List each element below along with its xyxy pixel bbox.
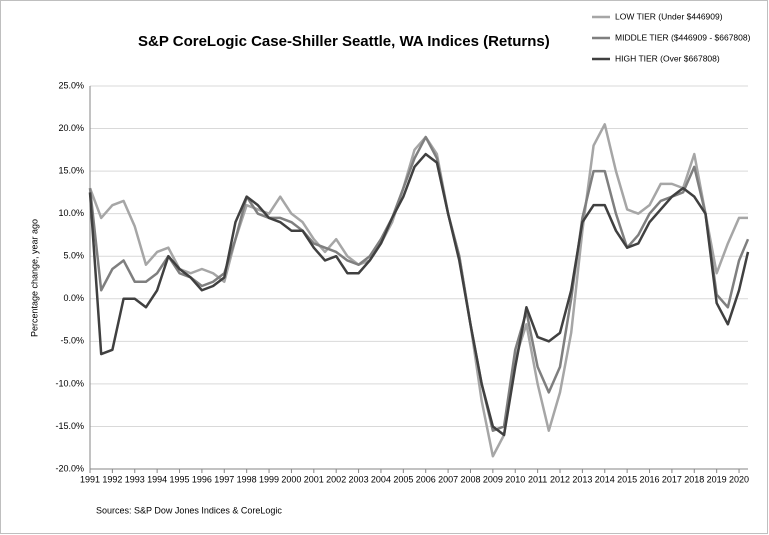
- x-tick-label: 1997: [214, 474, 234, 484]
- series-line: [88, 123, 748, 458]
- series-line: [88, 135, 750, 432]
- x-tick-label: 2005: [393, 474, 413, 484]
- y-tick-label: 10.0%: [58, 208, 84, 218]
- x-tick-label: 2013: [572, 474, 592, 484]
- x-tick-label: 2010: [505, 474, 525, 484]
- x-tick-label: 2001: [304, 474, 324, 484]
- x-tick-label: 2018: [684, 474, 704, 484]
- x-tick-label: 2017: [662, 474, 682, 484]
- y-tick-label: 25.0%: [58, 80, 84, 90]
- x-tick-label: 2016: [640, 474, 660, 484]
- x-tick-label: 2019: [707, 474, 727, 484]
- x-tick-label: 2004: [371, 474, 391, 484]
- x-tick-label: 1999: [259, 474, 279, 484]
- x-tick-label: 2008: [460, 474, 480, 484]
- x-tick-label: 1994: [147, 474, 167, 484]
- x-tick-label: 2006: [416, 474, 436, 484]
- legend-label: LOW TIER (Under $446909): [615, 11, 723, 21]
- y-tick-label: 5.0%: [63, 251, 84, 261]
- chart-title: S&P CoreLogic Case-Shiller Seattle, WA I…: [138, 33, 550, 50]
- y-axis-label: Percentage change, year ago: [29, 219, 39, 337]
- x-tick-label: 2014: [595, 474, 615, 484]
- source-note: Sources: S&P Dow Jones Indices & CoreLog…: [96, 505, 282, 515]
- y-tick-label: -10.0%: [55, 378, 84, 388]
- x-tick-label: 1993: [125, 474, 145, 484]
- legend-label: HIGH TIER (Over $667808): [615, 53, 720, 63]
- x-tick-label: 1991: [80, 474, 100, 484]
- x-tick-label: 2007: [438, 474, 458, 484]
- x-tick-label: 2015: [617, 474, 637, 484]
- x-tick-label: 1996: [192, 474, 212, 484]
- x-tick-label: 1998: [237, 474, 257, 484]
- y-tick-label: 20.0%: [58, 123, 84, 133]
- x-tick-label: 2012: [550, 474, 570, 484]
- series-line: [88, 152, 750, 437]
- y-tick-label: 0.0%: [63, 293, 84, 303]
- x-tick-label: 2009: [483, 474, 503, 484]
- x-tick-label: 2020: [729, 474, 749, 484]
- x-tick-label: 1995: [170, 474, 190, 484]
- x-tick-label: 2003: [349, 474, 369, 484]
- x-tick-label: 1992: [102, 474, 122, 484]
- y-tick-label: 15.0%: [58, 165, 84, 175]
- x-tick-label: 2011: [528, 474, 547, 484]
- x-tick-label: 2000: [281, 474, 301, 484]
- y-tick-label: -5.0%: [60, 336, 84, 346]
- y-tick-label: -15.0%: [55, 421, 84, 431]
- x-tick-label: 2002: [326, 474, 346, 484]
- legend-label: MIDDLE TIER ($446909 - $667808): [615, 32, 751, 42]
- y-tick-label: -20.0%: [55, 463, 84, 473]
